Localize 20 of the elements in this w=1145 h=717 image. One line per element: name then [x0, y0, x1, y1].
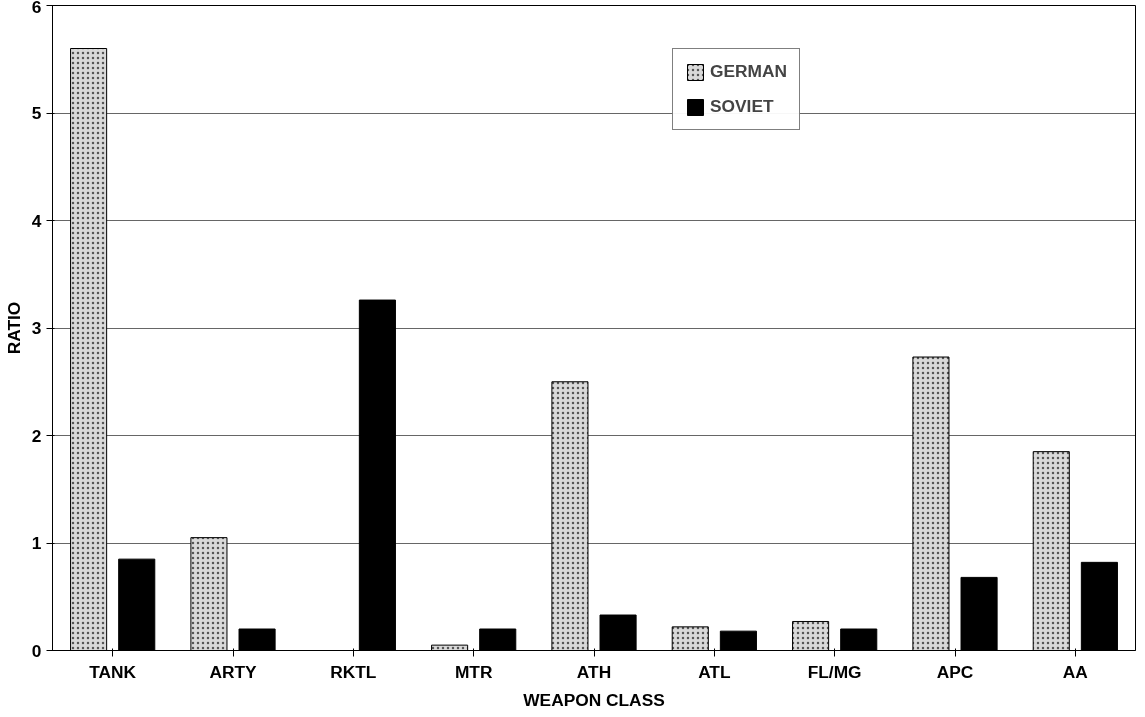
x-tick-label: FL/MG [807, 661, 862, 682]
y-tick-label: 4 [31, 210, 42, 231]
x-tick-label: ATH [576, 661, 612, 682]
x-tick-label: AA [1062, 661, 1089, 682]
y-axis-title: RATIO [3, 301, 24, 355]
y-tick-label: 2 [31, 425, 42, 446]
y-tick-label: 1 [31, 533, 42, 553]
x-tick-label: APC [936, 661, 974, 682]
y-tick-label: 3 [31, 318, 42, 338]
x-tick-label: MTR [454, 661, 493, 682]
x-tick-label: TANK [89, 661, 137, 682]
y-tick-label: 5 [31, 103, 42, 123]
x-tick-label: ATL [698, 661, 731, 682]
x-axis-title: WEAPON CLASS [523, 689, 665, 710]
legend-label: GERMAN [710, 61, 788, 82]
x-tick-label: RKTL [330, 661, 377, 682]
y-tick-label: 0 [31, 640, 42, 661]
legend-label: SOVIET [710, 96, 774, 117]
y-tick-label: 6 [31, 0, 42, 17]
x-tick-label: ARTY [209, 661, 258, 682]
